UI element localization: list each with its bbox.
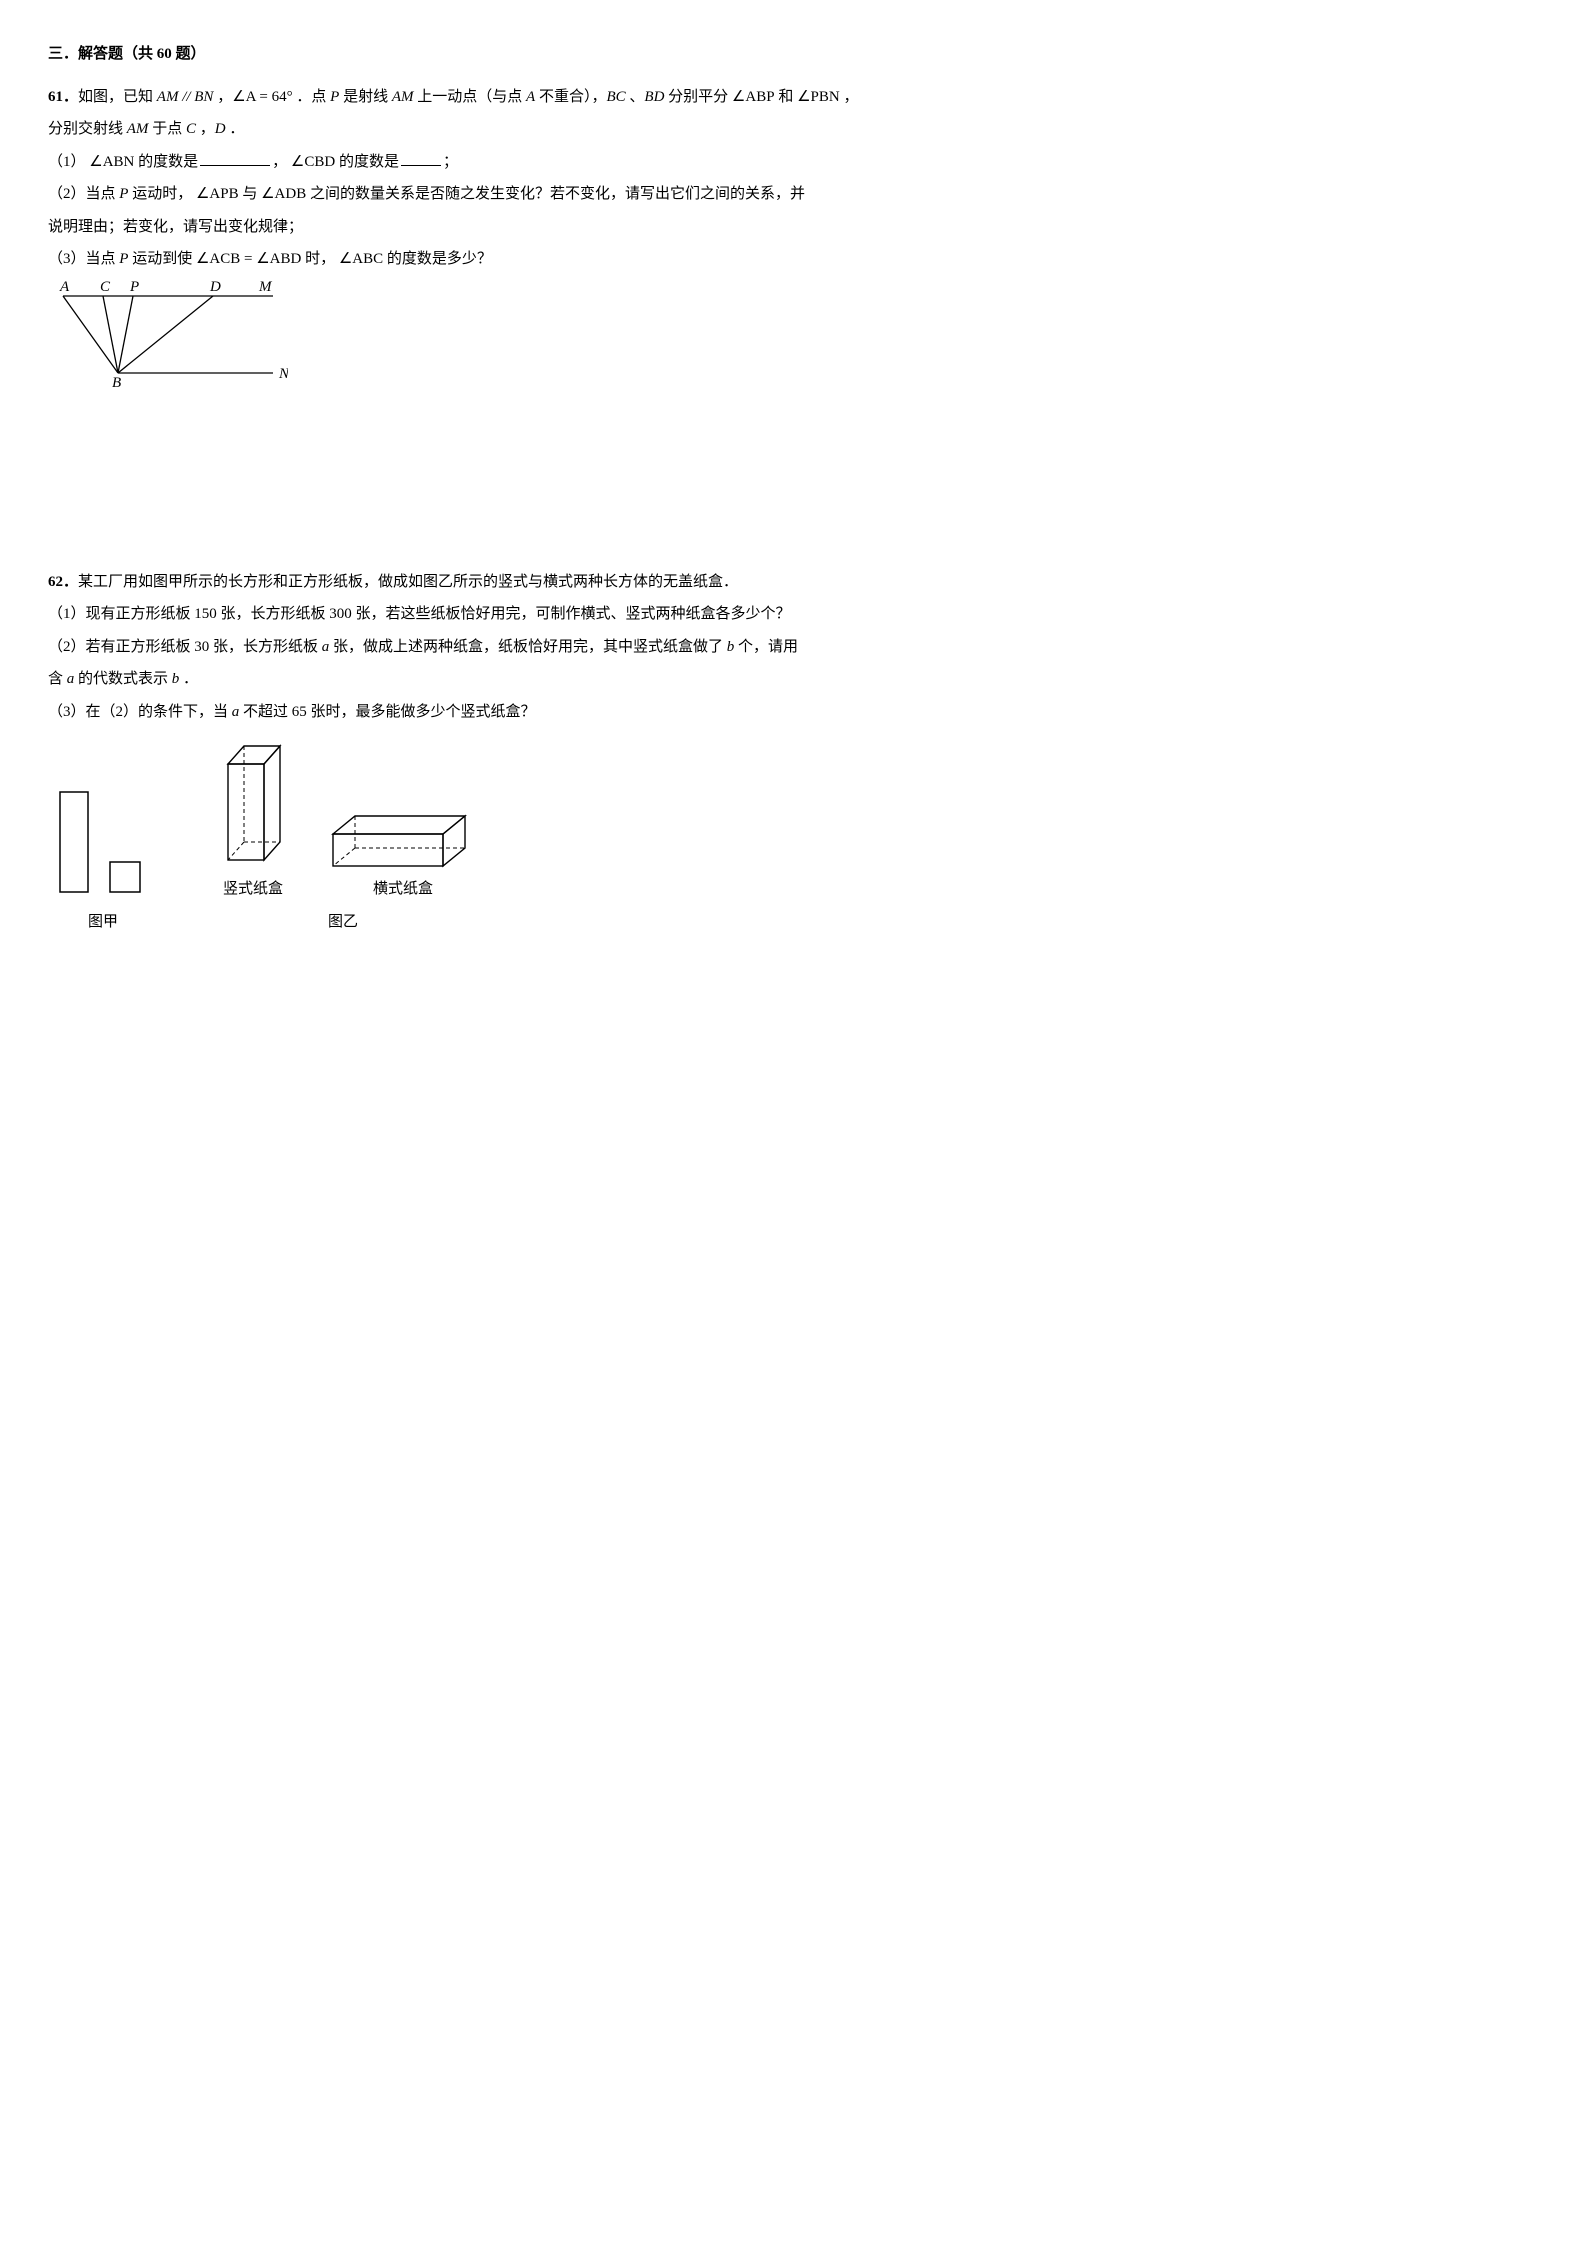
t: 如图，已知: [78, 89, 157, 105]
t: 分别交射线: [48, 121, 127, 137]
t: BC: [606, 89, 625, 105]
t: （3）当点: [48, 251, 119, 267]
t: 是射线: [339, 89, 392, 105]
svg-text:B: B: [112, 375, 121, 388]
t: ∠CBD: [291, 154, 335, 170]
blank-2: [401, 150, 441, 166]
q61-part2-l1: （2）当点 P 运动时， ∠APB 与 ∠ADB 之间的数量关系是否随之发生变化…: [48, 180, 1539, 209]
t: ．点: [293, 89, 331, 105]
svg-text:M: M: [258, 279, 273, 295]
q62-part1: （1）现有正方形纸板 150 张，长方形纸板 300 张，若这些纸板恰好用完，可…: [48, 600, 1539, 629]
t: ，: [272, 154, 291, 170]
t: ∠ADB: [261, 186, 306, 202]
svg-text:A: A: [59, 279, 70, 295]
t: ，: [196, 121, 215, 137]
q61-part3: （3）当点 P 运动到使 ∠ACB = ∠ABD 时， ∠ABC 的度数是多少？: [48, 245, 1539, 274]
t: 个，请用: [734, 639, 798, 655]
t: （2）当点: [48, 186, 119, 202]
q61-part2-l2: 说明理由；若变化，请写出变化规律；: [48, 213, 1539, 242]
section-title: 三．解答题（共 60 题）: [48, 40, 1539, 69]
t: 、: [626, 89, 645, 105]
t: AM: [392, 89, 414, 105]
svg-text:N: N: [278, 366, 288, 382]
q61-line1: 61．如图，已知 AM // BN ，∠A = 64° ．点 P 是射线 AM …: [48, 83, 1539, 112]
t: 不超过 65 张时，最多能做多少个竖式纸盒？: [239, 704, 535, 720]
t: 时，: [301, 251, 339, 267]
fig-yi-h-caption: 横式纸盒: [373, 875, 433, 904]
t: 于点: [148, 121, 186, 137]
q62-part2-l2: 含 a 的代数式表示 b ．: [48, 665, 1539, 694]
t: ．: [179, 671, 198, 687]
svg-text:D: D: [209, 279, 221, 295]
t: 分别平分: [664, 89, 732, 105]
blank-1: [200, 150, 270, 166]
t: ，: [213, 89, 232, 105]
q62-stem: 62．某工厂用如图甲所示的长方形和正方形纸板，做成如图乙所示的竖式与横式两种长方…: [48, 568, 1539, 597]
t: 和: [775, 89, 798, 105]
t: 的度数是: [335, 154, 399, 170]
q62-part2-l1: （2）若有正方形纸板 30 张，长方形纸板 a 张，做成上述两种纸盒，纸板恰好用…: [48, 633, 1539, 662]
fig-yi: 竖式纸盒 横式纸盒 图乙: [208, 736, 478, 936]
t: ∠A = 64°: [232, 89, 292, 105]
t: ．: [226, 121, 245, 137]
t: 与: [239, 186, 262, 202]
t: A: [526, 89, 535, 105]
t: 运动时，: [128, 186, 196, 202]
t: 张，做成上述两种纸盒，纸板恰好用完，其中竖式纸盒做了: [329, 639, 727, 655]
t: 的度数是: [134, 154, 198, 170]
fig-jia-caption: 图甲: [88, 908, 118, 937]
fig-jia-svg: [48, 784, 158, 904]
fig-yi-v-caption: 竖式纸盒: [223, 875, 283, 904]
q61-number: 61．: [48, 89, 78, 105]
q61-diagram: A C P D M B N: [48, 278, 288, 388]
fig-yi-horizontal-svg: [328, 811, 478, 871]
svg-text:P: P: [129, 279, 139, 295]
t: ∠ACB = ∠ABD: [196, 251, 301, 267]
t: ∠ABN: [89, 154, 134, 170]
t: AM // BN: [157, 89, 214, 105]
q61-part1: （1） ∠ABN 的度数是 ， ∠CBD 的度数是 ；: [48, 148, 1539, 177]
fig-yi-vertical-svg: [208, 736, 298, 871]
svg-text:C: C: [100, 279, 111, 295]
t: ∠APB: [196, 186, 239, 202]
t: 的度数是多少？: [383, 251, 492, 267]
t: 上一动点（与点: [414, 89, 527, 105]
t: 不重合），: [535, 89, 606, 105]
q62-number: 62．: [48, 574, 78, 590]
t: AM: [127, 121, 149, 137]
t: ∠PBN: [797, 89, 840, 105]
t: 含: [48, 671, 67, 687]
q62-part3: （3）在（2）的条件下，当 a 不超过 65 张时，最多能做多少个竖式纸盒？: [48, 698, 1539, 727]
t: （1）: [48, 154, 89, 170]
t: 之间的数量关系是否随之发生变化？若不变化，请写出它们之间的关系，并: [306, 186, 805, 202]
problem-62: 62．某工厂用如图甲所示的长方形和正方形纸板，做成如图乙所示的竖式与横式两种长方…: [48, 568, 1539, 937]
t: D: [215, 121, 226, 137]
t: 的代数式表示: [74, 671, 172, 687]
t: （3）在（2）的条件下，当: [48, 704, 232, 720]
t: （2）若有正方形纸板 30 张，长方形纸板: [48, 639, 322, 655]
t: ，: [840, 89, 859, 105]
t: 某工厂用如图甲所示的长方形和正方形纸板，做成如图乙所示的竖式与横式两种长方体的无…: [78, 574, 738, 590]
t: ∠ABC: [339, 251, 383, 267]
t: P: [330, 89, 339, 105]
t: 运动到使: [128, 251, 196, 267]
t: C: [186, 121, 196, 137]
t: BD: [644, 89, 664, 105]
t: ∠ABP: [732, 89, 775, 105]
q61-line2: 分别交射线 AM 于点 C ，D ．: [48, 115, 1539, 144]
t: ；: [443, 154, 458, 170]
fig-yi-caption: 图乙: [328, 908, 358, 937]
fig-jia: 图甲: [48, 784, 158, 937]
q62-figures: 图甲 竖式纸盒 横式纸盒 图乙: [48, 736, 1539, 936]
problem-61: 61．如图，已知 AM // BN ，∠A = 64° ．点 P 是射线 AM …: [48, 83, 1539, 388]
